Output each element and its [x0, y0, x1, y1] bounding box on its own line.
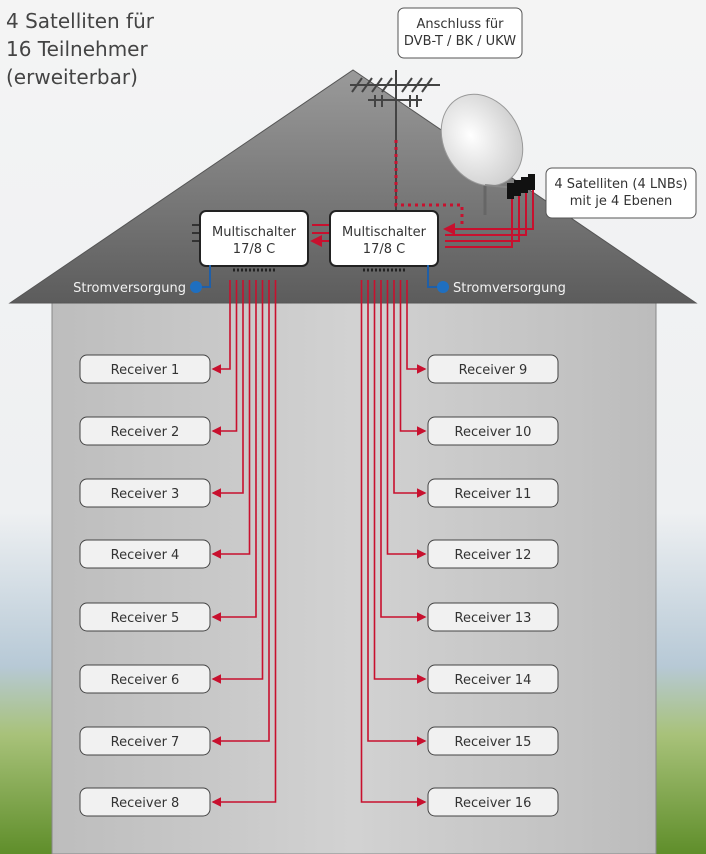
callout-box	[398, 8, 522, 58]
receiver-label: Receiver 2	[111, 425, 180, 440]
power-label: Stromversorgung	[73, 281, 186, 296]
receiver-label: Receiver 3	[111, 487, 180, 502]
receiver-label: Receiver 6	[111, 673, 180, 688]
power-plug	[190, 281, 202, 293]
diagram: Multischalter 17/8 C Multischalter 17/8 C Re…	[0, 0, 706, 854]
receiver-label: Receiver 1	[111, 363, 180, 378]
receiver-label: Receiver 4	[111, 548, 180, 563]
power-plug	[437, 281, 449, 293]
receiver-label: Receiver 12	[455, 548, 532, 563]
receiver-label: Receiver 13	[455, 611, 532, 626]
receiver-label: Receiver 8	[111, 796, 180, 811]
receiver-label: Receiver 10	[455, 425, 532, 440]
label-line: Multischalter	[212, 225, 297, 240]
receiver-label: Receiver 16	[455, 796, 532, 811]
callout-box	[546, 168, 696, 218]
label-line: Multischalter	[342, 225, 427, 240]
label-line: 17/8 C	[233, 242, 275, 257]
receiver-label: Receiver 7	[111, 735, 180, 750]
label-line: 17/8 C	[363, 242, 405, 257]
power-label: Stromversorgung	[453, 281, 566, 296]
receiver-label: Receiver 5	[111, 611, 180, 626]
receiver-label: Receiver 11	[455, 487, 532, 502]
receiver-label: Receiver 14	[455, 673, 532, 688]
receiver-label: Receiver 15	[455, 735, 532, 750]
receiver-label: Receiver 9	[459, 363, 528, 378]
